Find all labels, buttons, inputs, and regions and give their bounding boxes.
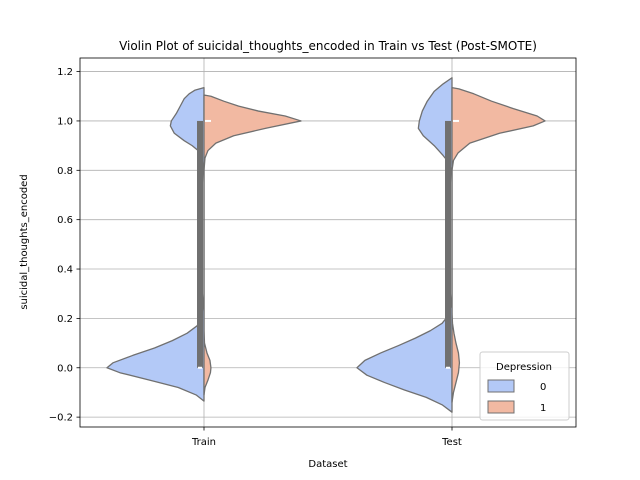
legend: Depression 0 1	[479, 351, 570, 421]
legend-label-0: 0	[540, 382, 546, 393]
x-tick-label: Train	[191, 437, 216, 448]
y-tick-label: 0.6	[57, 215, 73, 226]
y-tick-label: 0.4	[57, 265, 73, 276]
x-axis-label: Dataset	[308, 459, 347, 470]
y-tick-label: −0.2	[49, 413, 73, 424]
y-tick-label: 0.0	[57, 363, 73, 374]
y-tick-label: 1.0	[57, 116, 73, 127]
box-iqr-train-depression-0	[197, 120, 203, 368]
x-tick-label: Test	[441, 437, 462, 448]
violins	[106, 77, 546, 413]
chart-title: Violin Plot of suicidal_thoughts_encoded…	[119, 39, 537, 53]
violin-train-depression-1	[203, 94, 302, 396]
box-iqr-test-depression-0	[445, 120, 451, 368]
box-plots	[197, 119, 459, 369]
y-tick-label: 0.2	[57, 314, 73, 325]
legend-label-1: 1	[540, 403, 546, 414]
y-tick-label: 1.2	[57, 67, 73, 78]
violin-test-depression-1	[451, 86, 546, 403]
y-tick-label: 0.8	[57, 166, 73, 177]
legend-swatch-1	[487, 400, 515, 414]
plot-frame	[79, 57, 577, 428]
legend-title: Depression	[496, 362, 552, 373]
legend-swatch-0	[487, 379, 515, 393]
axes: −0.2 0.0 0.2 0.4 0.6 0.8 1.0 1.2 Train Test	[49, 67, 462, 448]
y-axis-label: suicidal_thoughts_encoded	[19, 174, 30, 309]
